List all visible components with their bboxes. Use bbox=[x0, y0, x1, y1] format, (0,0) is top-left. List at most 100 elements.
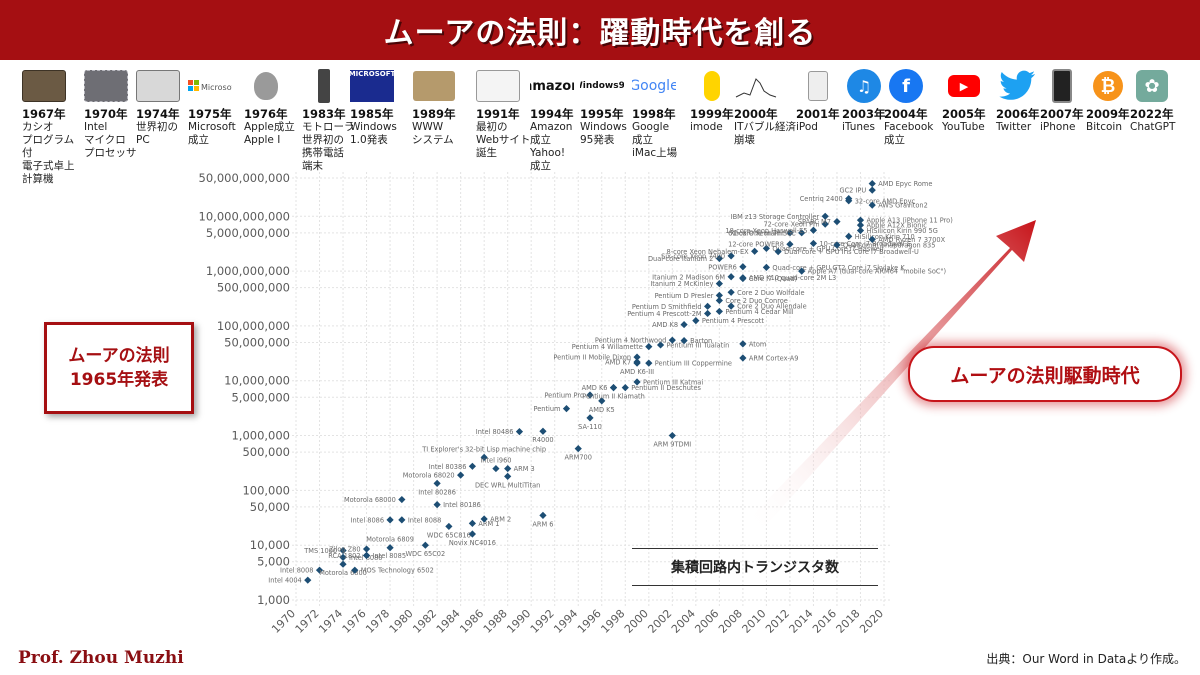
data-point-marker bbox=[339, 553, 347, 561]
www-inventor-photo-icon bbox=[412, 68, 456, 104]
data-point-label: Qualcomm Snapdragon 835 bbox=[843, 241, 935, 249]
icon-lettering: Microsoft bbox=[201, 83, 232, 92]
data-point-marker bbox=[304, 576, 312, 584]
timeline-event-text: Google 成立 iMac上場 bbox=[632, 121, 678, 159]
timeline-item: 1967年 カシオ プログラム付 電子式卓上 計算機 bbox=[22, 68, 84, 186]
ipod-icon bbox=[796, 68, 840, 104]
timeline-event-text: Amazon 成立 Yahoo! 成立 bbox=[530, 121, 573, 172]
data-point-marker bbox=[480, 515, 488, 523]
microprocessor-chip-icon bbox=[84, 68, 128, 104]
timeline-item: ▶ 2005年 YouTube bbox=[942, 68, 1004, 134]
timeline-event-text: Windows 95発表 bbox=[580, 121, 627, 146]
author-name: Prof. Zhou Muzhi bbox=[18, 648, 184, 668]
data-point-marker bbox=[715, 307, 723, 316]
x-tick-label: 1980 bbox=[387, 607, 416, 636]
data-point-label: Novix NC4016 bbox=[449, 539, 496, 547]
data-point-label: Six-core Xeon 7400 bbox=[661, 252, 725, 260]
data-point-label: Intel 80186 bbox=[443, 501, 481, 509]
data-point-label: Core i7 (Quad) bbox=[749, 275, 797, 283]
data-point-label: SA-110 bbox=[578, 423, 602, 431]
data-point-label: Intel 8085 bbox=[373, 552, 406, 560]
y-axis-tick-labels: 1,000 5,000 10,000 50,000 100,000 500,000 1,00… bbox=[199, 171, 290, 607]
x-tick-label: 2018 bbox=[834, 607, 863, 636]
timeline-event-text: Apple成立 Apple Ⅰ bbox=[244, 121, 295, 146]
timeline-event-text: Twitter bbox=[996, 121, 1032, 133]
timeline-year: 1989年 bbox=[412, 107, 456, 121]
data-point-marker bbox=[809, 239, 818, 248]
data-point-label: Pentium 4 Cedar Mill bbox=[725, 308, 793, 316]
data-point-marker bbox=[798, 229, 806, 237]
x-axis-tick-labels: 1970197219741976197819801982198419861988… bbox=[269, 607, 886, 636]
data-point-marker bbox=[574, 445, 582, 453]
timeline-item: MICROSOFT 1985年 Windows 1.0発表 bbox=[350, 68, 412, 147]
data-point-marker bbox=[468, 462, 476, 470]
data-point-label: Atom bbox=[749, 340, 766, 348]
data-point-marker bbox=[845, 232, 853, 241]
data-point-marker bbox=[668, 431, 676, 440]
moores-law-1965-callout: ムーアの法則 1965年発表 bbox=[44, 322, 194, 414]
data-point-label: AMD K7 bbox=[605, 358, 631, 366]
imode-icon bbox=[690, 68, 734, 104]
y-tick-label: 10,000 bbox=[250, 538, 290, 552]
x-tick-label: 1994 bbox=[551, 607, 580, 636]
data-point-marker bbox=[492, 464, 500, 473]
data-point-marker bbox=[468, 530, 476, 538]
data-point-label: ARM 9TDMI bbox=[653, 441, 691, 449]
data-point-label: POWER6 bbox=[708, 263, 737, 271]
data-point-marker bbox=[680, 337, 688, 345]
timeline-event-text: Bitcoin bbox=[1086, 121, 1123, 133]
x-tick-label: 2010 bbox=[740, 607, 769, 636]
timeline-year: 2009年 bbox=[1086, 107, 1130, 121]
timeline-year: 2005年 bbox=[942, 107, 986, 121]
x-tick-label: 2014 bbox=[787, 607, 816, 636]
x-tick-label: 1990 bbox=[504, 607, 533, 636]
data-point-label: Pentium III Coppermine bbox=[655, 360, 732, 368]
data-point-label: Centriq 2400 bbox=[800, 195, 843, 203]
data-point-label: ARM700 bbox=[565, 454, 592, 462]
data-point-marker bbox=[821, 212, 829, 220]
data-point-label: Pentium Pro bbox=[544, 391, 584, 399]
y-tick-label: 5,000,000 bbox=[231, 390, 290, 404]
data-point-label: Quad-core + GPU Core i7 Haswell bbox=[772, 245, 883, 253]
data-point-label: 8-core Xeon Nehalem-EX bbox=[667, 248, 750, 256]
data-point-label: Pentium 4 Willamette bbox=[572, 343, 643, 351]
data-point-marker bbox=[715, 296, 723, 305]
data-point-label: GC2 IPU bbox=[839, 187, 866, 195]
data-point-label: Core 2 Duo Conroe bbox=[725, 297, 788, 305]
apple-logo-icon bbox=[244, 68, 288, 104]
x-tick-label: 2016 bbox=[810, 607, 839, 636]
twitter-bird-icon bbox=[996, 68, 1040, 104]
data-point-marker bbox=[798, 267, 806, 275]
data-point-label: RCA 1802 bbox=[328, 552, 360, 560]
data-point-label: ARM 1 bbox=[478, 520, 499, 528]
x-tick-label: 2006 bbox=[692, 607, 721, 636]
data-point-label: Pentium III Tualatin bbox=[667, 341, 730, 349]
data-point-marker bbox=[362, 551, 371, 560]
icon-lettering: ₿ bbox=[1093, 71, 1123, 101]
data-point-label: WDC 65C816 bbox=[427, 531, 471, 539]
data-point-marker bbox=[845, 195, 853, 203]
data-point-label: DEC WRL MultiTitan bbox=[475, 481, 540, 489]
data-point-label: Intel 80486 bbox=[476, 428, 514, 436]
timeline-item: 1989年 WWW システム bbox=[412, 68, 474, 147]
data-point-label: R4000 bbox=[532, 436, 553, 444]
data-point-label: Dual-core + GPU Iris Core i7 Broadwell-U bbox=[784, 248, 919, 256]
timeline-year: 1985年 bbox=[350, 107, 394, 121]
timeline-year: 2007年 bbox=[1040, 107, 1084, 121]
x-tick-label: 1982 bbox=[410, 607, 439, 636]
data-point-marker bbox=[433, 501, 441, 509]
data-point-label: Motorola 6800 bbox=[319, 569, 367, 577]
data-point-label: Core 2 Duo Allendale bbox=[737, 303, 807, 311]
x-tick-label: 1998 bbox=[598, 607, 627, 636]
timeline-year: 2004年 bbox=[884, 107, 928, 121]
timeline-event-text: WWW システム bbox=[412, 121, 454, 146]
data-point-marker bbox=[339, 560, 347, 568]
data-point-marker bbox=[751, 247, 759, 255]
data-point-marker bbox=[715, 291, 723, 299]
y-tick-label: 1,000,000 bbox=[231, 429, 290, 443]
timeline-event-text: Microsoft 成立 bbox=[188, 121, 236, 146]
y-tick-label: 100,000,000 bbox=[217, 319, 290, 333]
x-tick-label: 1976 bbox=[340, 607, 369, 636]
